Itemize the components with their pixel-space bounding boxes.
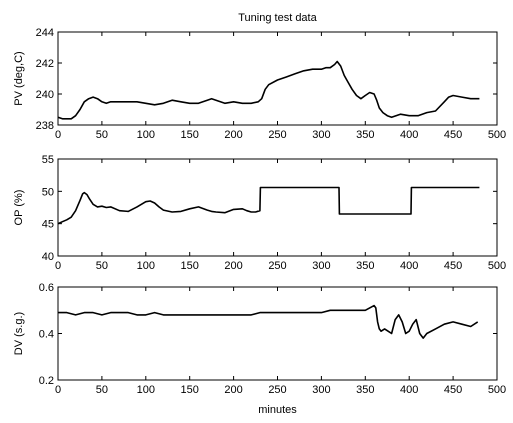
subplot-pv-xtick-label: 300 bbox=[312, 129, 330, 141]
subplot-dv-ylabel: DV (s.g.) bbox=[13, 312, 25, 355]
subplot-op-ytick-label: 50 bbox=[42, 186, 54, 198]
subplot-dv-xtick-label: 500 bbox=[488, 384, 506, 396]
subplot-dv-xtick-label: 200 bbox=[224, 384, 242, 396]
subplot-dv-ytick-label: 0.6 bbox=[39, 282, 54, 294]
subplot-op-xtick-label: 50 bbox=[96, 260, 108, 272]
subplot-op-xtick-label: 0 bbox=[55, 260, 61, 272]
subplot-pv-ytick-label: 238 bbox=[36, 120, 54, 132]
subplot-op-xtick-label: 300 bbox=[312, 260, 330, 272]
subplot-dv-xtick-label: 350 bbox=[356, 384, 374, 396]
x-axis-label: minutes bbox=[258, 404, 297, 416]
subplot-pv-xtick-label: 100 bbox=[137, 129, 155, 141]
subplot-dv-xtick-label: 100 bbox=[137, 384, 155, 396]
subplot-pv-xtick-label: 350 bbox=[356, 129, 374, 141]
subplot-op-ytick-label: 40 bbox=[42, 251, 54, 263]
subplot-pv-xtick-label: 450 bbox=[444, 129, 462, 141]
subplot-dv-xtick-label: 50 bbox=[96, 384, 108, 396]
subplot-op-xtick-label: 400 bbox=[400, 260, 418, 272]
subplot-dv-ytick-label: 0.2 bbox=[39, 375, 54, 387]
subplot-dv-axes bbox=[57, 286, 498, 381]
subplot-pv-ytick-label: 240 bbox=[36, 89, 54, 101]
subplot-op-xtick-label: 350 bbox=[356, 260, 374, 272]
subplot-pv-xtick-label: 200 bbox=[224, 129, 242, 141]
subplot-pv-series-line bbox=[57, 60, 480, 120]
subplot-pv-ylabel: PV (deg,C) bbox=[13, 51, 25, 105]
subplot-pv-xtick-label: 500 bbox=[488, 129, 506, 141]
subplot-op-xtick-label: 100 bbox=[137, 260, 155, 272]
subplot-dv-xtick-label: 300 bbox=[312, 384, 330, 396]
subplot-dv-xtick-label: 0 bbox=[55, 384, 61, 396]
subplot-op-xtick-label: 450 bbox=[444, 260, 462, 272]
subplot-op-series-line bbox=[57, 186, 480, 225]
subplot-pv-ytick-label: 242 bbox=[36, 58, 54, 70]
subplot-pv-ytick-label: 244 bbox=[36, 27, 54, 39]
subplot-op-ytick-label: 55 bbox=[42, 154, 54, 166]
subplot-dv-xtick-label: 150 bbox=[181, 384, 199, 396]
subplot-pv-xtick-label: 250 bbox=[268, 129, 286, 141]
subplot-pv-xtick-label: 150 bbox=[181, 129, 199, 141]
subplot-dv-ytick-label: 0.4 bbox=[39, 329, 54, 341]
subplot-op-xtick-label: 500 bbox=[488, 260, 506, 272]
subplot-pv-xtick-label: 0 bbox=[55, 129, 61, 141]
subplot-dv-xtick-label: 400 bbox=[400, 384, 418, 396]
subplot-dv-series-line bbox=[58, 304, 479, 339]
subplot-op-axes bbox=[57, 158, 498, 257]
subplot-op-ytick-label: 45 bbox=[42, 219, 54, 231]
subplot-op-ylabel: OP (%) bbox=[13, 190, 25, 226]
subplot-op-xtick-label: 250 bbox=[268, 260, 286, 272]
subplot-op-xtick-label: 200 bbox=[224, 260, 242, 272]
subplot-dv-xtick-label: 250 bbox=[268, 384, 286, 396]
chart-title: Tuning test data bbox=[238, 12, 317, 24]
subplot-op-xtick-label: 150 bbox=[181, 260, 199, 272]
subplot-pv-xtick-label: 400 bbox=[400, 129, 418, 141]
subplot-dv-xtick-label: 450 bbox=[444, 384, 462, 396]
subplot-pv-xtick-label: 50 bbox=[96, 129, 108, 141]
